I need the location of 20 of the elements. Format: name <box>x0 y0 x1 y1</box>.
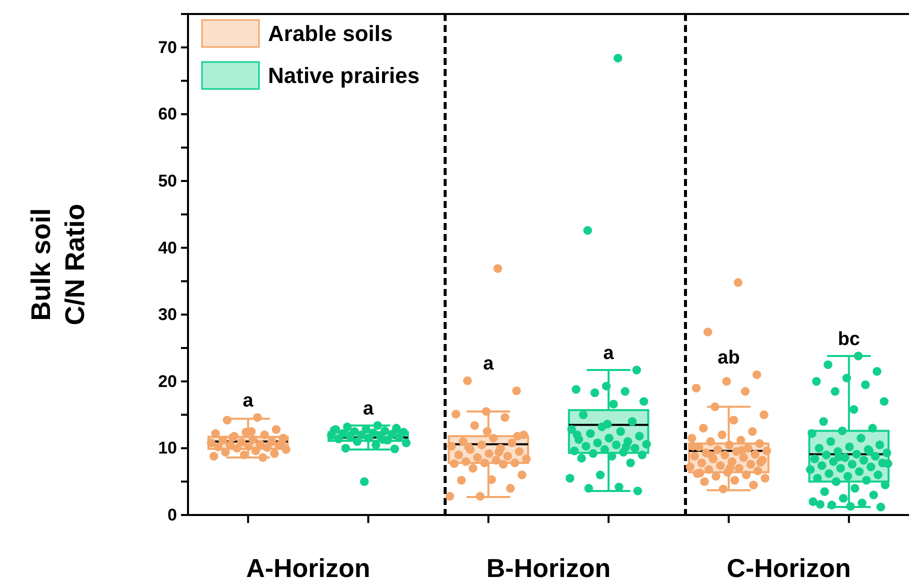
y-tick-label: 40 <box>158 238 177 258</box>
annotation: a <box>362 398 374 420</box>
x-tick-label: A-Horizon <box>246 553 370 583</box>
x-tick-label: B-Horizon <box>486 553 611 583</box>
y-axis-title: Bulk soil C/N Ratio <box>26 204 90 326</box>
legend-label: Arable soils <box>268 21 393 46</box>
annotation: a <box>483 354 494 375</box>
y-tick-label: 0 <box>168 505 177 524</box>
legend-label: Native prairies <box>268 63 420 88</box>
annotation: a <box>603 343 614 364</box>
annotation: bc <box>838 329 860 350</box>
y-tick-label: 60 <box>158 104 177 124</box>
y-tick-label: 70 <box>158 38 177 57</box>
y-tick-label: 20 <box>158 372 177 391</box>
x-tick-label: C-Horizon <box>726 553 851 583</box>
annotation: a <box>242 390 254 412</box>
annotation: ab <box>718 348 740 369</box>
y-tick-label: 10 <box>158 438 177 458</box>
y-tick-label: 30 <box>158 305 177 324</box>
y-tick-label: 50 <box>158 171 177 190</box>
